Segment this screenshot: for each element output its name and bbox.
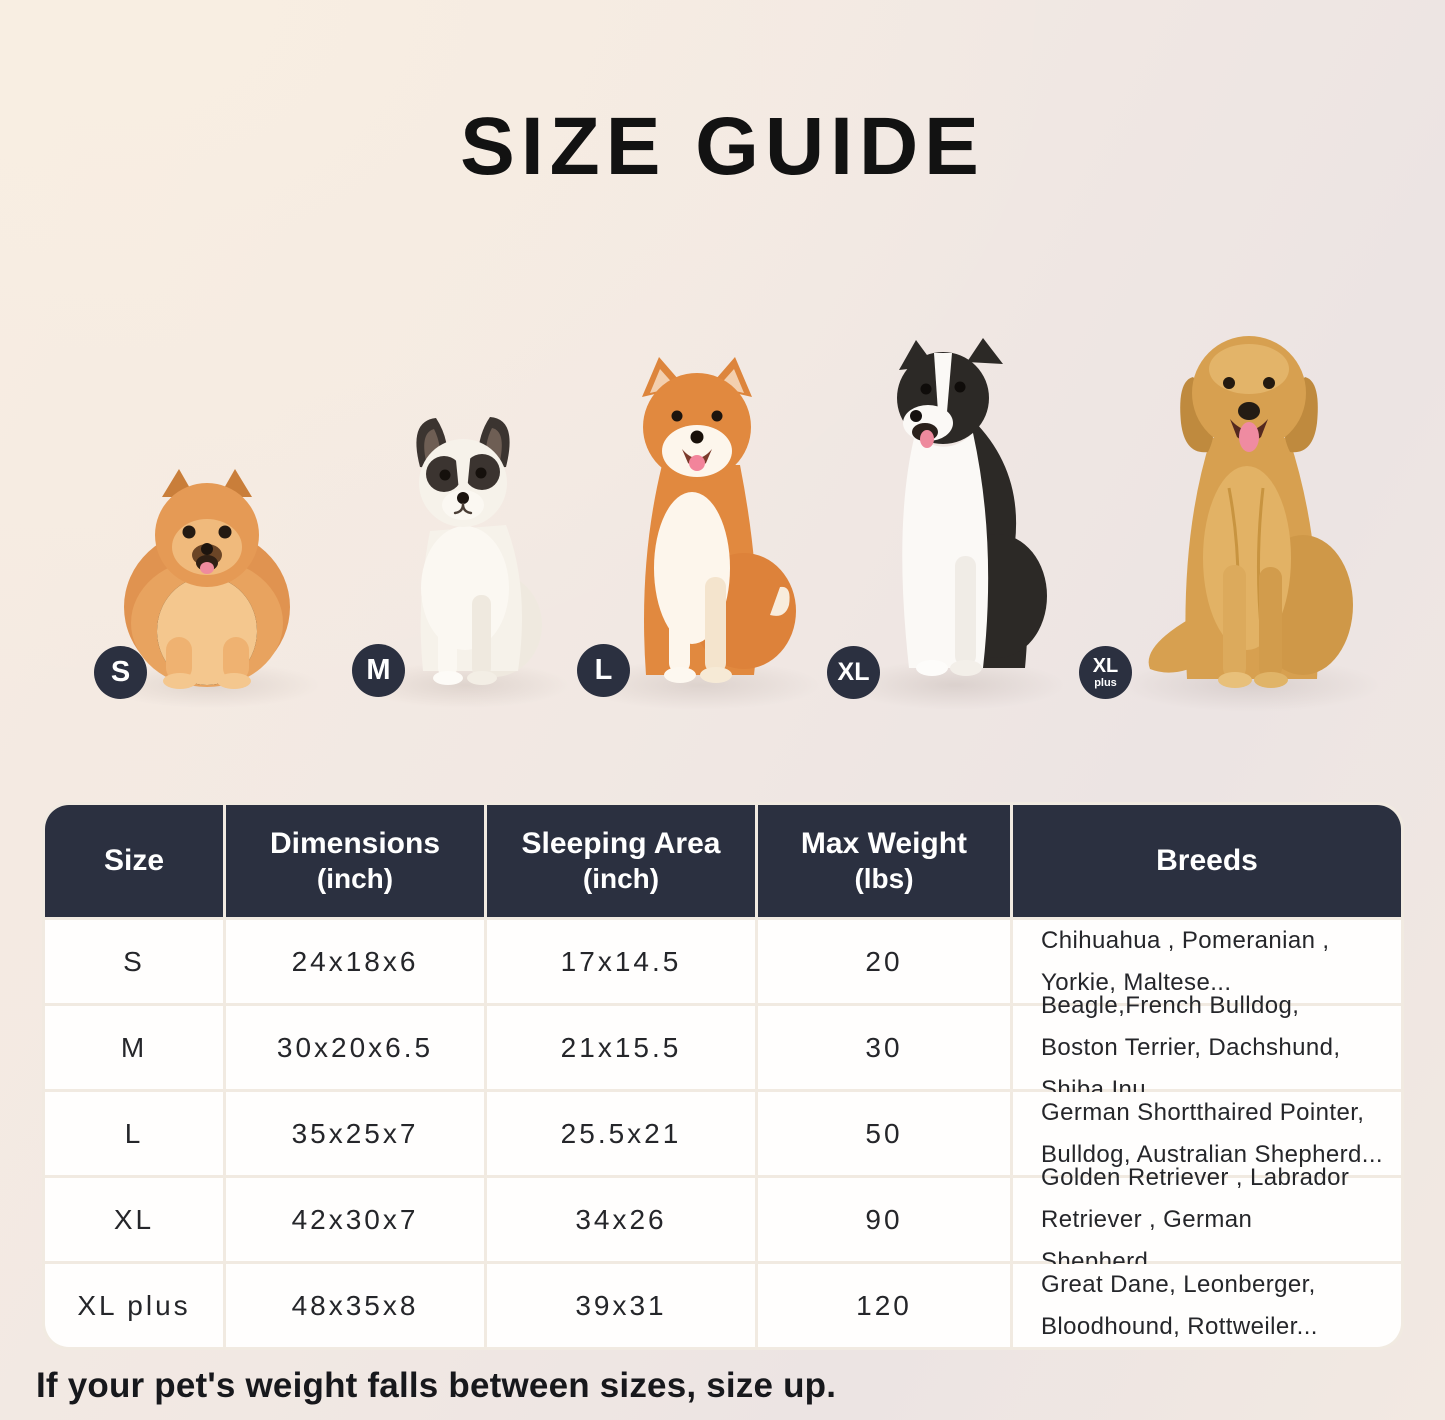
size-cell: L [45, 1092, 223, 1175]
max-weight-cell: 120 [758, 1264, 1010, 1347]
column-label: Breeds [1156, 844, 1258, 877]
size-badge-label: XL [1092, 655, 1119, 677]
column-unit: (inch) [316, 863, 394, 895]
sleeping-area-cell: 39x31 [487, 1264, 755, 1347]
shiba-inu-photo [592, 353, 805, 690]
golden-retriever-photo [1133, 313, 1365, 690]
max-weight-cell: 20 [758, 920, 1010, 1003]
border-collie-illustration [897, 338, 1047, 676]
header-cell-max-weight: Max Weight (lbs) [758, 805, 1010, 917]
pomeranian-illustration [124, 469, 290, 689]
breeds-cell: German Shortthaired Pointer, Bulldog, Au… [1013, 1092, 1401, 1175]
dimensions-cell: 48x35x8 [226, 1264, 484, 1347]
border-collie-photo [855, 338, 1051, 690]
header-cell-sleeping-area: Sleeping Area (inch) [487, 805, 755, 917]
dimensions-cell: 24x18x6 [226, 920, 484, 1003]
size-badge-label: L [594, 654, 613, 686]
size-badge-label: M [366, 654, 391, 686]
size-cell: XL plus [45, 1264, 223, 1347]
max-weight-cell: 90 [758, 1178, 1010, 1261]
size-badge-l: L [577, 644, 630, 697]
header-cell-size: Size [45, 805, 223, 917]
header-cell-breeds: Breeds [1013, 805, 1401, 917]
size-cell: M [45, 1006, 223, 1089]
dimensions-cell: 30x20x6.5 [226, 1006, 484, 1089]
column-label: Size [103, 844, 165, 877]
sleeping-area-cell: 25.5x21 [487, 1092, 755, 1175]
column-label: Dimensions [269, 827, 441, 861]
sleeping-area-cell: 21x15.5 [487, 1006, 755, 1089]
size-table: Size Dimensions (inch) Sleeping Area (in… [45, 805, 1401, 1347]
footer-note: If your pet's weight falls between sizes… [36, 1366, 837, 1405]
sleeping-area-cell: 34x26 [487, 1178, 755, 1261]
french-bulldog-photo [368, 413, 558, 690]
size-badge-s: S [94, 646, 147, 699]
size-cell: XL [45, 1178, 223, 1261]
sleeping-area-cell: 17x14.5 [487, 920, 755, 1003]
column-unit: (inch) [582, 863, 660, 895]
column-unit: (lbs) [854, 863, 914, 895]
shiba-inu-illustration [642, 357, 796, 683]
dimensions-cell: 35x25x7 [226, 1092, 484, 1175]
breeds-cell: Chihuahua , Pomeranian , Yorkie, Maltese… [1013, 920, 1401, 1003]
size-badge-sublabel: plus [1094, 677, 1117, 689]
breeds-cell: Great Dane, Leonberger, Bloodhound, Rott… [1013, 1264, 1401, 1347]
size-badge-xl-plus: XL plus [1079, 646, 1132, 699]
column-label: Sleeping Area [521, 827, 721, 861]
size-badge-label: S [110, 656, 131, 688]
breeds-cell: Beagle,French Bulldog, Boston Terrier, D… [1013, 992, 1401, 1103]
size-cell: S [45, 920, 223, 1003]
french-bulldog-illustration [416, 417, 542, 685]
breeds-cell: Golden Retriever , Labrador Retriever , … [1013, 1164, 1401, 1275]
pomeranian-photo [110, 455, 305, 690]
page-title: SIZE GUIDE [460, 101, 985, 192]
max-weight-cell: 50 [758, 1092, 1010, 1175]
size-badge-m: M [352, 644, 405, 697]
golden-retriever-illustration [1148, 336, 1353, 688]
size-badge-label: XL [837, 658, 870, 686]
header-cell-dimensions: Dimensions (inch) [226, 805, 484, 917]
column-label: Max Weight [800, 827, 968, 861]
max-weight-cell: 30 [758, 1006, 1010, 1089]
dimensions-cell: 42x30x7 [226, 1178, 484, 1261]
size-badge-xl: XL [827, 646, 880, 699]
